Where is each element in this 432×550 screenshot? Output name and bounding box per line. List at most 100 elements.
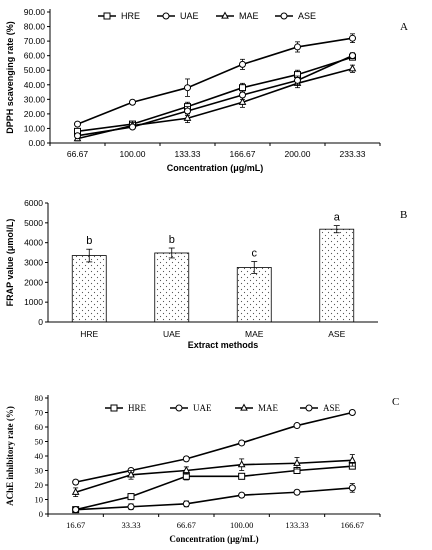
x-tick-label: 133.33 (285, 520, 308, 530)
y-tick-label: 2000 (24, 277, 43, 287)
y-tick-label: 5000 (24, 218, 43, 228)
data-point-ase (238, 491, 246, 499)
x-tick-label: 133.33 (175, 149, 201, 159)
data-point-mae (237, 460, 246, 468)
y-tick-label: 90.00 (24, 7, 46, 17)
x-tick-label: MAE (245, 329, 264, 339)
data-point-uae (348, 409, 356, 416)
data-point-ase (74, 132, 81, 140)
y-tick-label: 50.00 (24, 65, 46, 75)
y-tick-label: 40 (35, 451, 44, 461)
x-axis-label-c: Concentration (μg/mL) (169, 534, 258, 544)
legend-label-ase: ASE (298, 11, 316, 21)
y-tick-label: 60 (35, 422, 44, 432)
bar-ase (319, 228, 355, 323)
x-tick-label: 100.00 (120, 149, 146, 159)
panel-label-c: C (392, 396, 399, 408)
legend-label-ase: ASE (323, 403, 341, 413)
legend-marker-mae (221, 11, 229, 19)
y-axis-label-b: FRAP value (μmol/L) (5, 219, 15, 307)
y-tick-label: 40.00 (24, 80, 46, 90)
data-point-uae (239, 60, 246, 68)
legend-label-uae: UAE (193, 403, 212, 413)
legend-marker-hre (110, 404, 118, 412)
data-point-mae (182, 465, 191, 474)
legend-marker-mae (240, 403, 248, 411)
significance-letter: b (86, 235, 92, 247)
x-tick-label: 33.33 (121, 520, 140, 530)
y-tick-label: 10 (35, 495, 44, 505)
data-point-uae (349, 34, 356, 42)
data-point-mae (71, 487, 80, 495)
x-axis-label-a: Concentration (μg/mL) (167, 163, 264, 173)
data-point-mae (183, 113, 192, 121)
x-tick-label: 100.00 (230, 520, 253, 530)
data-point-uae (293, 422, 301, 430)
y-tick-label: 3000 (24, 258, 43, 268)
x-tick-label: 16.67 (66, 520, 85, 530)
data-point-uae (129, 98, 136, 106)
series-line-ase (75, 487, 353, 511)
data-point-ase (348, 484, 356, 492)
y-tick-label: 60.00 (24, 51, 46, 61)
x-tick-label: 66.67 (177, 520, 196, 530)
x-tick-label: 200.00 (285, 149, 311, 159)
panel-c: C 0 10 20 30 40 50 60 70 80 16.67 33.33 66.67 100.0… (5, 393, 399, 544)
data-point-uae (182, 455, 190, 463)
series-line-mae (75, 459, 353, 494)
data-point-ase (182, 500, 190, 508)
y-tick-label: 1000 (24, 297, 43, 307)
series-line-ase (77, 54, 353, 137)
data-point-uae (294, 43, 301, 51)
data-point-hre (127, 493, 135, 501)
x-tick-label: 166.67 (230, 149, 256, 159)
y-tick-label: 30.00 (24, 94, 46, 104)
data-point-ase (349, 52, 356, 60)
y-tick-label: 80 (35, 393, 44, 403)
legend-label-uae: UAE (180, 11, 199, 21)
legend-label-hre: HRE (121, 11, 140, 21)
data-point-ase (239, 91, 246, 99)
data-point-mae (348, 64, 357, 72)
y-tick-label: 4000 (24, 238, 43, 248)
y-tick-label: 20.00 (24, 109, 46, 119)
data-point-ase (294, 76, 301, 84)
legend-marker-hre (103, 12, 111, 20)
panel-b: B b b c a 0 1000 2000 3000 4000 5000 6000 HRE UAE M… (5, 198, 407, 350)
x-tick-label: ASE (328, 329, 345, 339)
data-point-ase (127, 503, 135, 511)
bar-hre (71, 255, 107, 323)
y-tick-label: 0.00 (28, 138, 45, 148)
panel-label-b: B (400, 209, 407, 221)
data-point-ase (184, 107, 191, 115)
y-tick-label: 70.00 (24, 36, 46, 46)
x-tick-label: UAE (163, 329, 181, 339)
y-axis-label-a: DPPH scavenging rate (%) (5, 21, 15, 134)
y-tick-label: 0 (38, 317, 43, 327)
y-tick-label: 0 (39, 509, 43, 519)
series-line-uae (75, 411, 353, 483)
legend-label-mae: MAE (258, 403, 279, 413)
significance-letter: c (252, 248, 258, 260)
panel-label-a: A (400, 21, 408, 33)
bar-mae (236, 267, 272, 323)
legend-label-mae: MAE (239, 11, 259, 21)
data-point-mae (127, 470, 135, 478)
data-point-uae (238, 439, 246, 447)
legend-label-hre: HRE (128, 403, 147, 413)
y-tick-label: 80.00 (24, 22, 46, 32)
data-point-hre (239, 84, 246, 92)
series-line-uae (77, 37, 353, 125)
y-tick-label: 50 (35, 437, 44, 447)
y-axis-label-c: AChE inhibitory rate (%) (5, 406, 15, 506)
data-point-uae (72, 478, 80, 486)
data-point-mae (238, 97, 247, 105)
data-point-hre (238, 472, 246, 480)
x-axis-label-b: Extract methods (188, 340, 259, 350)
x-tick-label: 166.67 (341, 520, 364, 530)
legend-marker-uae (162, 12, 170, 20)
series-line-hre (75, 465, 353, 511)
legend-marker-ase (280, 12, 288, 20)
data-point-uae (74, 120, 81, 128)
